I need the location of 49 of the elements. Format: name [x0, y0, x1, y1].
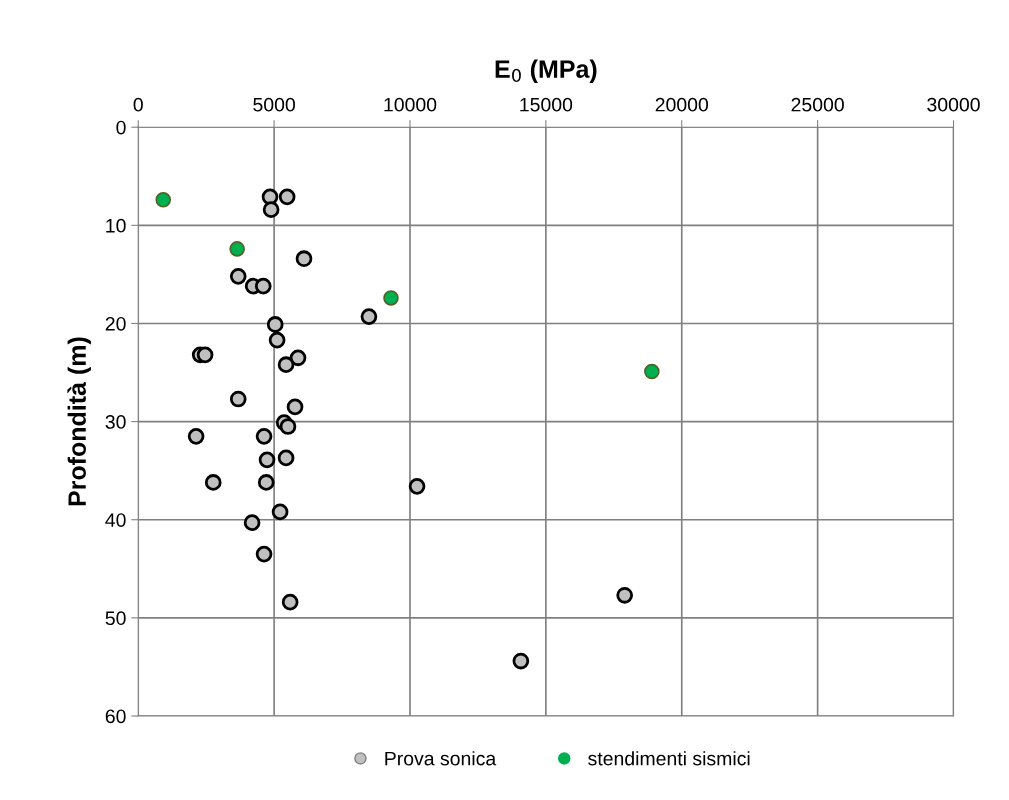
x-tick-label: 10000: [384, 97, 437, 112]
point: [286, 398, 304, 416]
point: [383, 290, 399, 306]
point: [408, 478, 426, 495]
point: [255, 545, 273, 563]
x-tick-label: 5000: [253, 97, 295, 112]
point: [271, 503, 289, 521]
x-tick-label: 30000: [927, 97, 980, 112]
point: [258, 451, 276, 469]
x-tick-label: 20000: [655, 97, 709, 112]
point: [204, 474, 222, 491]
point: [278, 188, 296, 206]
x-tick-label: 25000: [791, 97, 844, 112]
y-tick-label: 20: [105, 316, 126, 331]
legend-label: Prova sonica: [385, 751, 497, 766]
x-tick-label: 0: [133, 97, 143, 112]
point: [268, 331, 286, 349]
point: [277, 356, 295, 374]
point: [616, 586, 634, 604]
point: [512, 652, 530, 670]
point: [257, 474, 275, 491]
y-tick-label: 50: [105, 611, 126, 626]
point: [254, 277, 272, 295]
y-tick-label: 0: [116, 120, 126, 135]
point: [281, 593, 299, 611]
point: [155, 192, 172, 208]
point: [243, 514, 261, 532]
point: [644, 363, 660, 380]
point: [279, 418, 297, 435]
point: [229, 268, 247, 285]
point: [229, 390, 247, 408]
point: [289, 349, 307, 367]
point: [255, 427, 273, 445]
x-tick-label: 15000: [520, 97, 573, 112]
point: [229, 241, 245, 257]
y-axis-title: Profondità (m): [67, 337, 91, 506]
point: [295, 250, 313, 268]
point: [187, 427, 205, 445]
y-tick-label: 30: [105, 415, 126, 429]
point: [196, 346, 214, 364]
point: [262, 201, 280, 218]
y-tick-label: 60: [105, 709, 126, 724]
legend-label: stendimenti sismici: [588, 751, 750, 766]
x-axis-title: E$_{0}$ (MPa): [495, 59, 597, 83]
y-tick-label: 40: [105, 513, 126, 527]
point: [360, 308, 378, 325]
y-tick-label: 10: [106, 218, 126, 233]
point: [277, 449, 295, 467]
point: [266, 316, 284, 333]
